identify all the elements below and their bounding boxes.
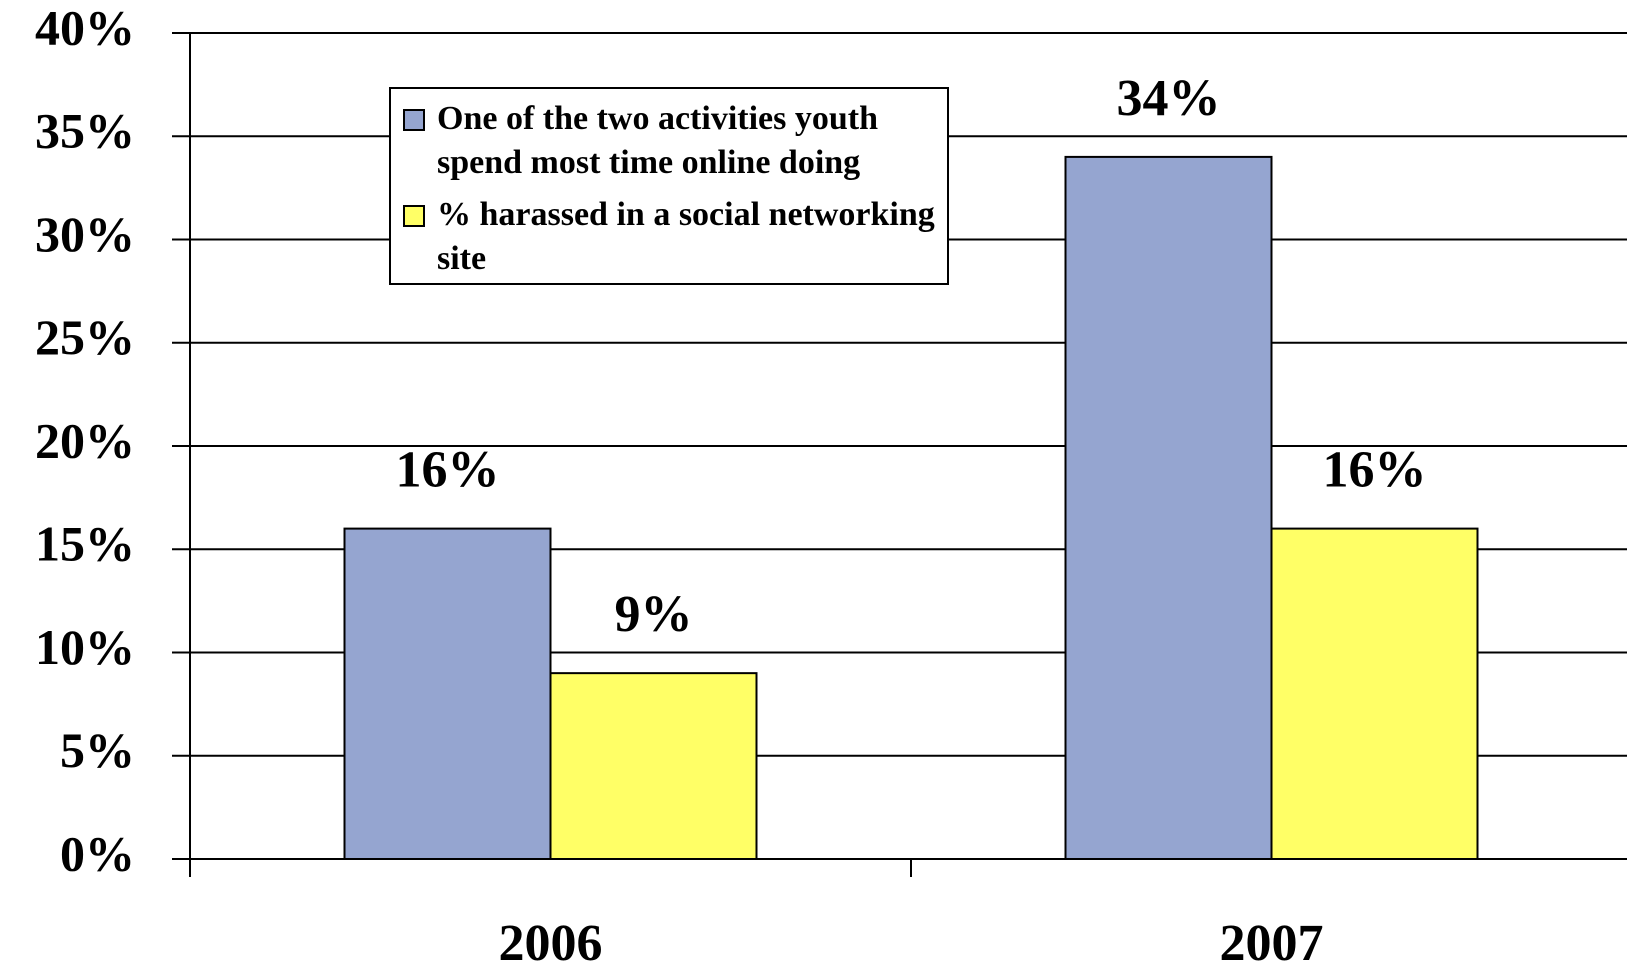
- y-tick-label: 20%: [35, 412, 135, 468]
- y-tick-label: 35%: [35, 103, 135, 159]
- y-tick-label: 10%: [35, 619, 135, 675]
- bar: [1064, 155, 1273, 860]
- value-label: 16%: [1323, 442, 1427, 499]
- y-tick-label: 30%: [35, 206, 135, 262]
- legend: One of the two activities youth spend mo…: [389, 87, 949, 285]
- y-tick-label: 40%: [35, 0, 135, 55]
- legend-swatch: [403, 109, 425, 131]
- x-tick-label: 2007: [1220, 915, 1324, 971]
- x-tick-label: 2006: [499, 915, 603, 971]
- value-label: 9%: [615, 586, 693, 643]
- bar: [1270, 527, 1479, 860]
- legend-label: One of the two activities youth spend mo…: [437, 100, 879, 181]
- value-label: 34%: [1117, 70, 1221, 127]
- legend-label: % harassed in a social networking site: [437, 196, 935, 277]
- y-tick-label: 0%: [60, 825, 135, 881]
- legend-item: One of the two activities youth spend mo…: [403, 97, 939, 185]
- y-tick-label: 15%: [35, 516, 135, 572]
- y-tick-label: 5%: [60, 722, 135, 778]
- y-tick-label: 25%: [35, 309, 135, 365]
- legend-item: % harassed in a social networking site: [403, 193, 939, 281]
- bar: [549, 672, 758, 861]
- bar: [343, 527, 552, 860]
- value-label: 16%: [396, 442, 500, 499]
- legend-swatch: [403, 205, 425, 227]
